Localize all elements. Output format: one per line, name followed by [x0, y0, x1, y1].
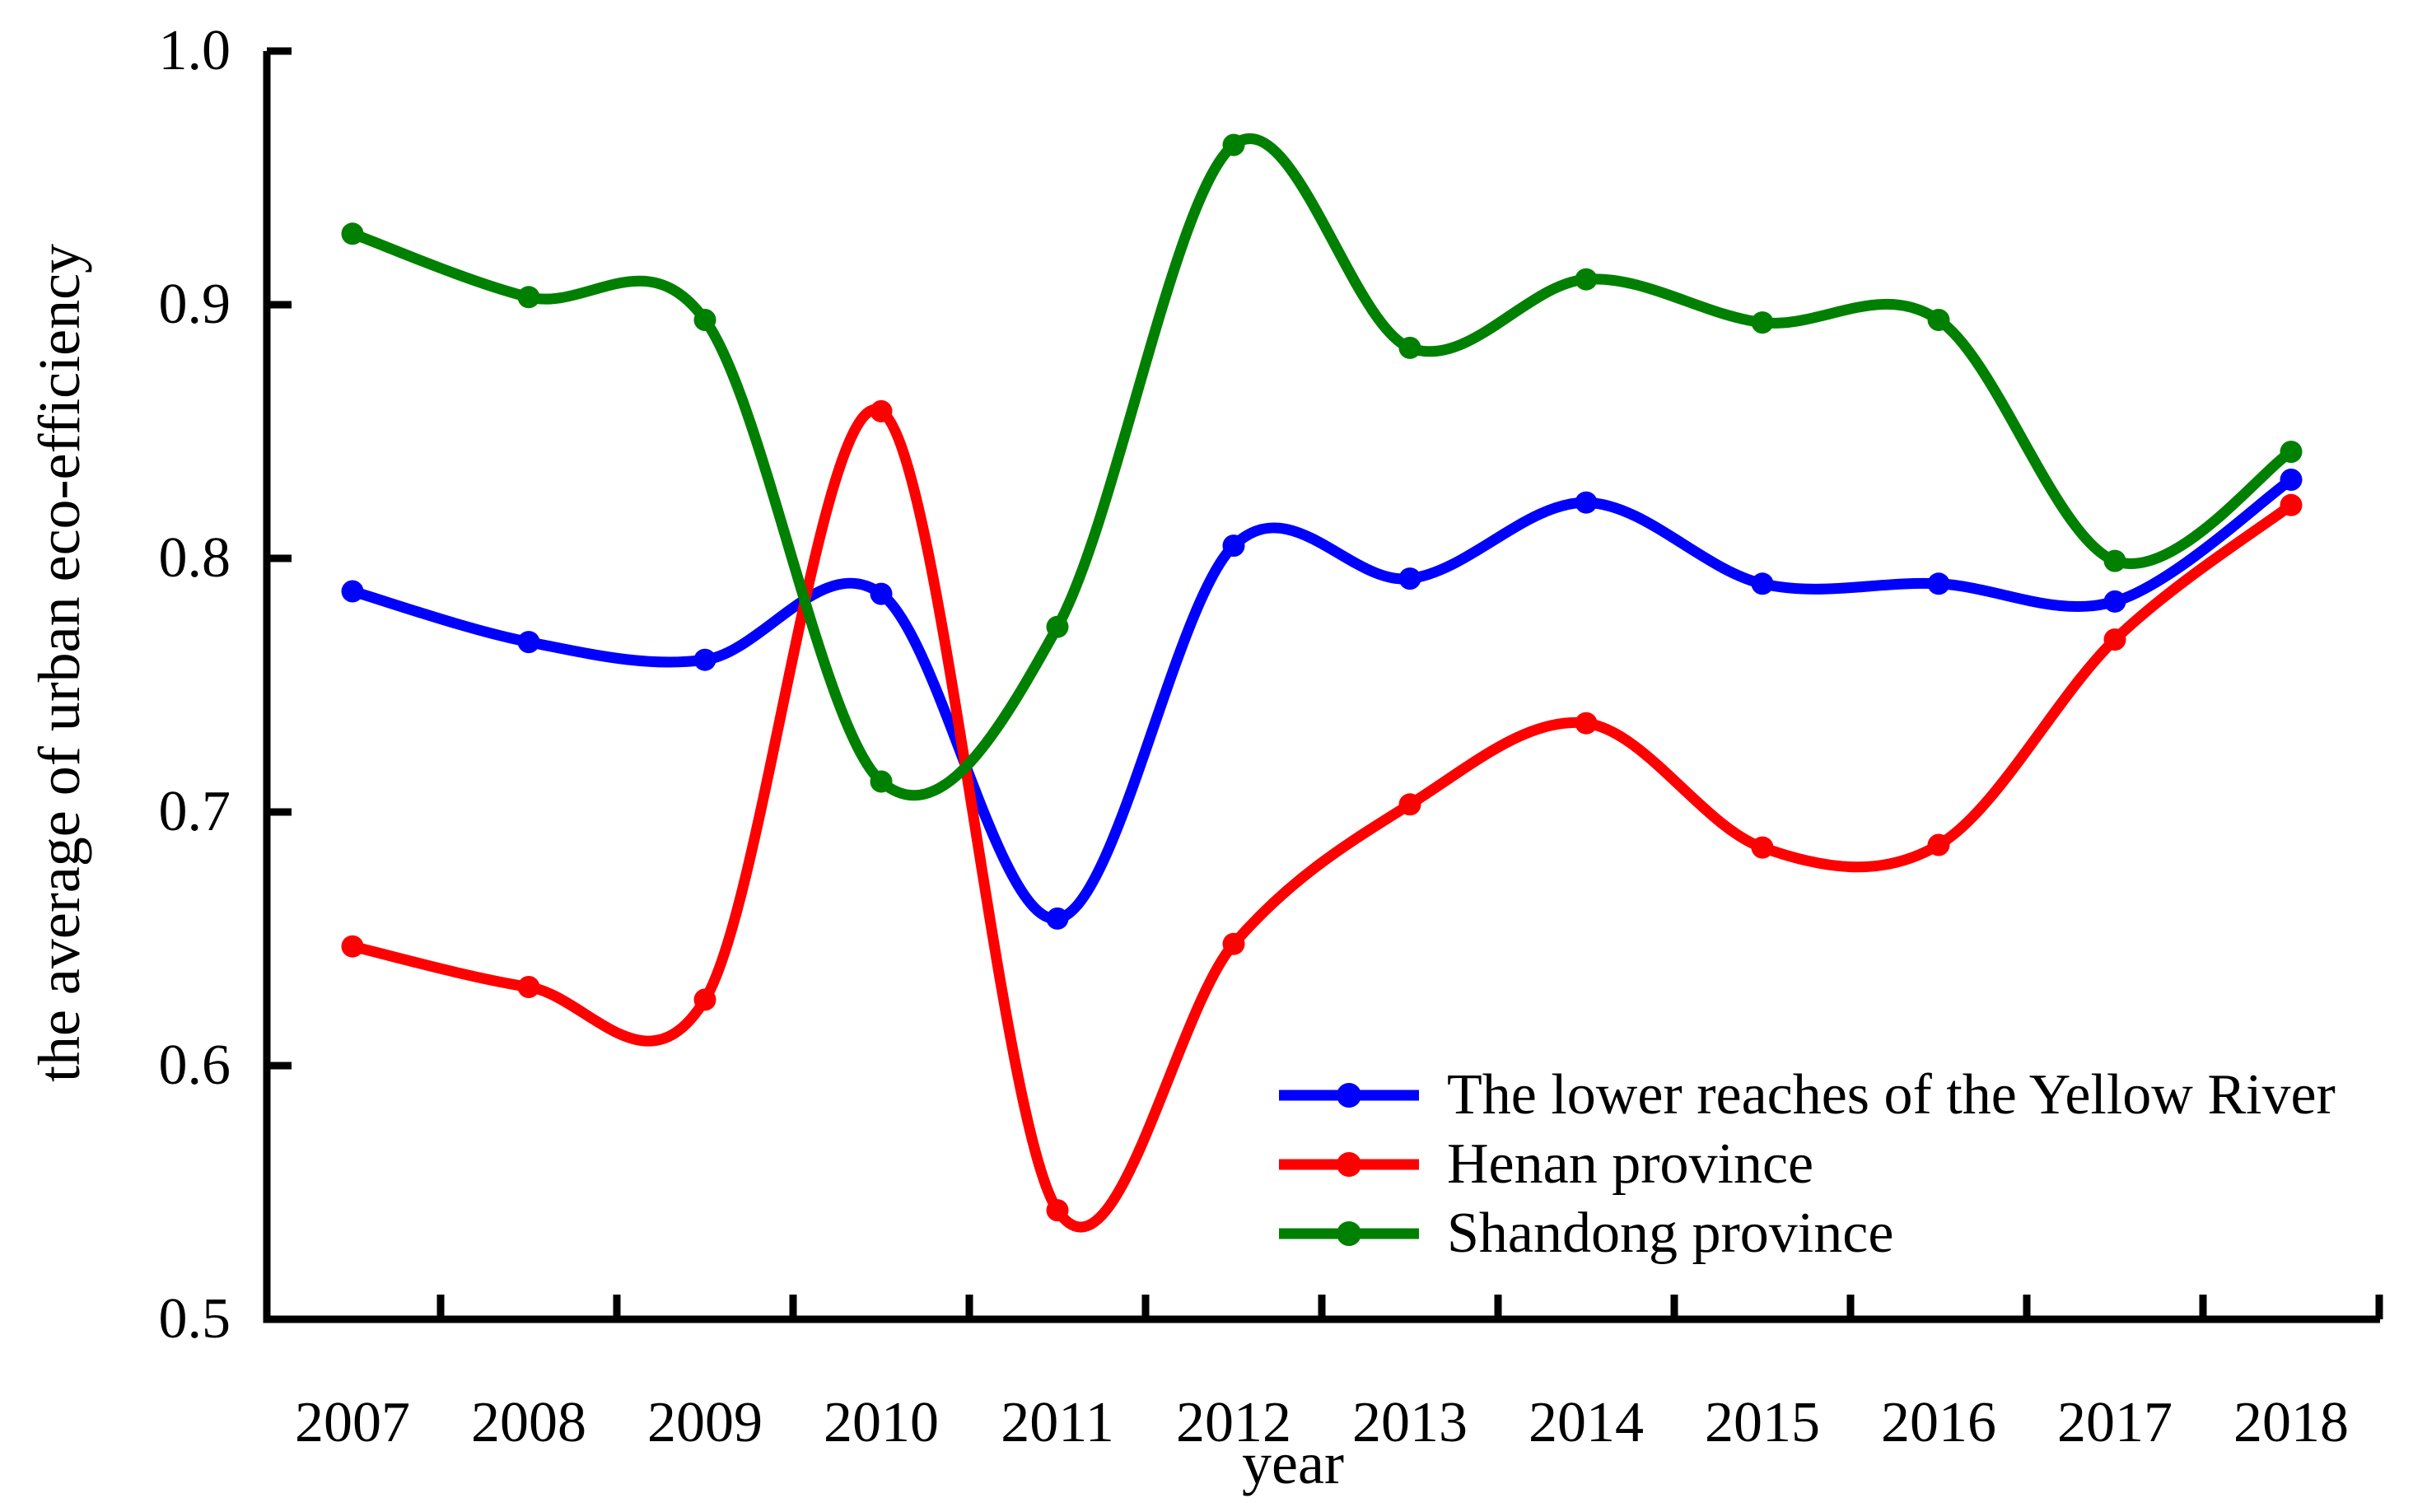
y-axis-title: the average of urban eco-efficiency — [26, 243, 92, 1083]
data-point-2-2013 — [1398, 336, 1421, 359]
data-point-0-2008 — [517, 631, 540, 654]
legend-row: Henan province — [1279, 1130, 2336, 1199]
series-line-0 — [347, 474, 2297, 924]
data-point-1-2008 — [517, 976, 540, 998]
series-line-2 — [347, 133, 2297, 801]
x-axis-title: year — [1242, 1430, 1344, 1496]
data-point-0-2009 — [693, 648, 716, 671]
data-point-2-2015 — [1751, 311, 1774, 334]
data-point-1-2018 — [2280, 493, 2303, 516]
data-point-2-2018 — [2280, 441, 2303, 464]
data-point-0-2010 — [870, 582, 893, 605]
data-point-1-2007 — [341, 935, 364, 958]
legend-row: The lower reaches of the Yellow River — [1279, 1061, 2336, 1130]
legend-line-marker-icon — [1279, 1083, 1419, 1108]
legend-label: The lower reaches of the Yellow River — [1447, 1063, 2336, 1127]
x-tick-label: 2014 — [1529, 1391, 1644, 1454]
data-point-0-2007 — [341, 580, 364, 603]
x-tick-label: 2013 — [1352, 1391, 1468, 1454]
y-tick-label: 0.6 — [158, 1034, 231, 1097]
data-point-0-2013 — [1398, 567, 1421, 590]
x-tick-label: 2017 — [2057, 1391, 2173, 1454]
x-tick-label: 2010 — [824, 1391, 939, 1454]
legend-row: Shandong province — [1279, 1199, 2336, 1268]
data-point-0-2012 — [1222, 534, 1245, 558]
data-point-0-2018 — [2280, 469, 2303, 491]
data-point-1-2013 — [1398, 793, 1421, 816]
data-point-2-2017 — [2103, 549, 2126, 572]
data-point-0-2015 — [1751, 572, 1774, 595]
data-point-2-2016 — [1927, 309, 1950, 331]
data-point-1-2014 — [1575, 712, 1598, 735]
data-point-0-2017 — [2103, 590, 2126, 613]
x-tick-label: 2011 — [1001, 1391, 1114, 1454]
legend-line-marker-icon — [1279, 1221, 1419, 1246]
data-point-0-2011 — [1046, 907, 1069, 930]
x-tick-label: 2009 — [647, 1391, 763, 1454]
data-point-2-2009 — [693, 309, 716, 331]
data-point-1-2016 — [1927, 833, 1950, 856]
y-tick-label: 0.5 — [158, 1287, 231, 1351]
data-point-2-2011 — [1046, 615, 1069, 638]
y-tick-label: 0.8 — [158, 526, 231, 590]
data-point-2-2014 — [1575, 268, 1598, 291]
x-tick-label: 2016 — [1881, 1391, 1996, 1454]
legend-label: Shandong province — [1447, 1202, 1894, 1265]
x-tick-label: 2008 — [471, 1391, 586, 1454]
x-tick-label: 2015 — [1705, 1391, 1820, 1454]
legend-line-marker-icon — [1279, 1152, 1419, 1177]
y-tick-label: 0.9 — [158, 273, 231, 336]
data-point-1-2015 — [1751, 836, 1774, 859]
data-point-1-2012 — [1222, 932, 1245, 955]
legend: The lower reaches of the Yellow River He… — [1279, 1061, 2336, 1268]
y-tick-label: 1.0 — [158, 19, 231, 82]
data-point-1-2009 — [693, 988, 716, 1011]
data-point-2-2007 — [341, 222, 364, 245]
data-point-2-2012 — [1222, 133, 1245, 156]
data-point-2-2008 — [517, 286, 540, 309]
data-point-0-2016 — [1927, 572, 1950, 595]
data-point-1-2010 — [870, 399, 893, 422]
data-point-2-2010 — [870, 770, 893, 793]
y-tick-label: 0.7 — [158, 780, 231, 843]
x-tick-label: 2018 — [2233, 1391, 2349, 1454]
data-point-0-2014 — [1575, 491, 1598, 514]
data-point-1-2017 — [2103, 628, 2126, 651]
data-point-1-2011 — [1046, 1199, 1069, 1222]
legend-label: Henan province — [1447, 1132, 1814, 1196]
x-tick-label: 2007 — [295, 1391, 410, 1454]
x-tick-label: 2012 — [1176, 1391, 1291, 1454]
